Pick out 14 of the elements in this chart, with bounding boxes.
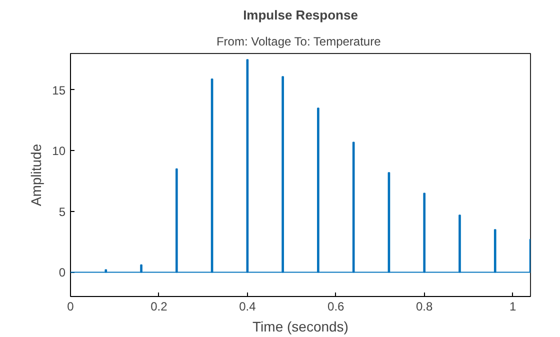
y-tick-label: 0 xyxy=(58,266,66,280)
chart-subtitle: From: Voltage To: Temperature xyxy=(216,34,382,48)
x-tick-label: 0.8 xyxy=(416,300,434,314)
x-tick-label: 0 xyxy=(67,300,74,314)
y-tick-label: 15 xyxy=(52,83,66,98)
x-tick-label: 0.2 xyxy=(150,300,168,314)
x-tick-label: 0.6 xyxy=(328,300,345,314)
y-tick-label: 5 xyxy=(58,204,66,219)
x-tick-label: 1 xyxy=(509,300,516,314)
y-tick-label: 10 xyxy=(52,144,66,158)
x-tick-label: 0.4 xyxy=(239,300,256,314)
chart-title: Impulse Response xyxy=(243,8,358,22)
y-axis-title: Amplitude xyxy=(28,144,44,206)
x-axis-title: Time (seconds) xyxy=(252,318,348,334)
